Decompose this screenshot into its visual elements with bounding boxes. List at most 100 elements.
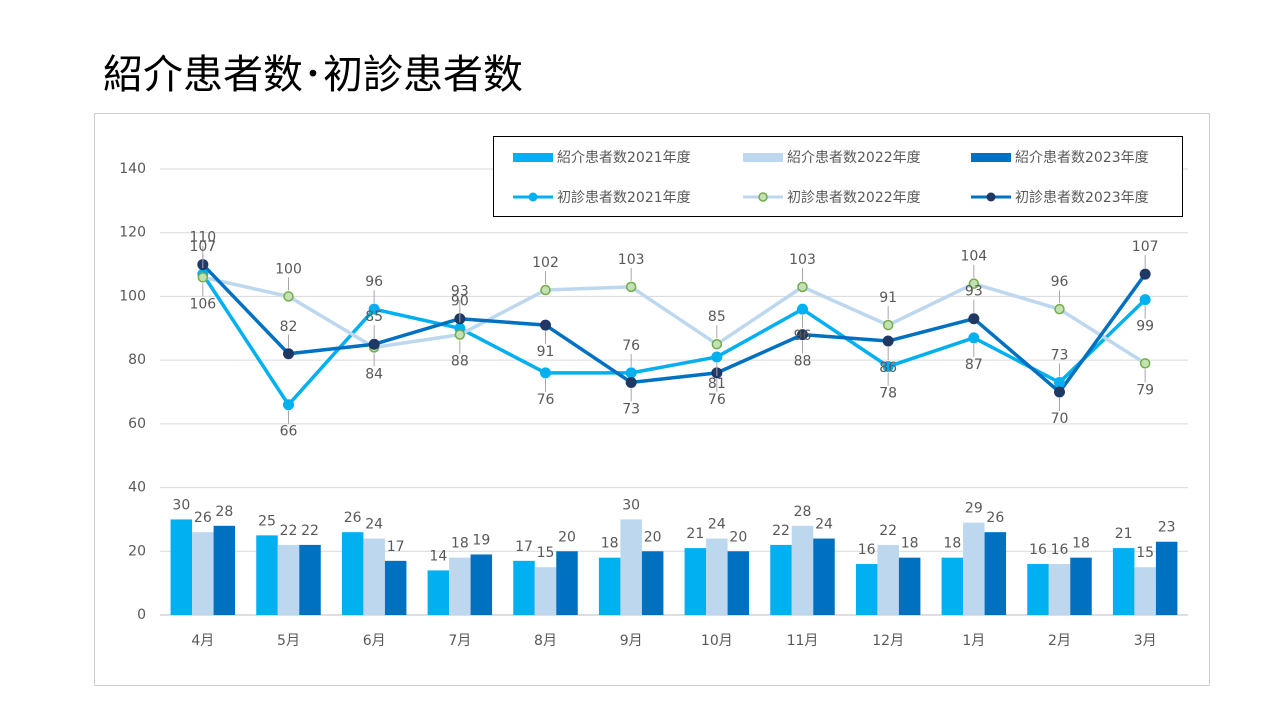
line-data-label-0-9: 87 <box>965 357 983 373</box>
legend-item-bar-2023: 紹介患者数2023年度 <box>971 147 1149 167</box>
line-point-0-6 <box>711 351 723 363</box>
bar-1-6 <box>706 538 728 615</box>
bar-data-label-2-3: 19 <box>472 532 490 548</box>
y-tick-label-140: 140 <box>119 161 146 177</box>
bar-0-10 <box>1027 564 1049 615</box>
line-data-label-0-0: 107 <box>189 239 216 255</box>
line-data-label-2-1: 82 <box>280 319 298 335</box>
bar-data-label-1-10: 16 <box>1051 542 1069 558</box>
x-tick-label-1: 5月 <box>277 633 300 649</box>
bar-2-5 <box>641 551 664 615</box>
x-tick-label-7: 11月 <box>787 633 819 649</box>
bar-2-0 <box>213 525 236 615</box>
x-tick-label-4: 8月 <box>534 633 557 649</box>
x-tick-label-9: 1月 <box>962 633 985 649</box>
bar-1-0 <box>192 532 214 615</box>
line-data-label-2-10: 70 <box>1051 411 1069 427</box>
bar-data-label-2-4: 20 <box>558 529 576 545</box>
legend-item-bar-2021: 紹介患者数2021年度 <box>513 147 691 167</box>
bar-data-label-2-7: 24 <box>815 517 833 533</box>
bar-data-label-2-8: 18 <box>901 536 919 552</box>
line-point-2-2 <box>368 338 380 350</box>
bar-data-label-0-4: 17 <box>515 539 533 555</box>
line-point-1-9 <box>968 278 980 289</box>
line-point-2-1 <box>283 348 294 360</box>
line-data-label-2-7: 88 <box>794 354 812 370</box>
bar-data-label-0-7: 22 <box>772 523 790 539</box>
bar-1-8 <box>877 544 899 615</box>
bar-1-3 <box>449 557 471 615</box>
bar-data-label-0-2: 26 <box>344 510 362 526</box>
line-data-label-0-11: 99 <box>1136 319 1154 335</box>
slide-title: 紹介患者数･初診患者数 <box>103 52 523 98</box>
line-data-label-1-2: 84 <box>365 366 383 382</box>
line-data-label-1-4: 102 <box>532 255 559 271</box>
line-point-2-8 <box>882 335 894 347</box>
line-point-1-5 <box>625 281 637 293</box>
line-data-label-1-6: 85 <box>708 309 726 325</box>
x-tick-label-10: 2月 <box>1048 633 1071 649</box>
bar-1-9 <box>963 522 985 615</box>
x-tick-label-8: 12月 <box>872 633 904 649</box>
legend-item-line-2022: 初診患者数2022年度 <box>743 187 921 207</box>
line-data-label-0-5: 76 <box>622 338 640 354</box>
line-data-label-1-5: 103 <box>618 252 645 268</box>
y-tick-label-120: 120 <box>119 225 146 241</box>
bar-0-2 <box>341 532 364 615</box>
legend-swatch-bar-2021 <box>513 152 553 162</box>
line-point-1-3 <box>454 329 466 340</box>
line-point-2-9 <box>968 313 980 325</box>
line-data-label-2-11: 107 <box>1132 239 1159 255</box>
line-point-0-5 <box>625 367 637 379</box>
bar-0-4 <box>513 560 535 615</box>
x-tick-label-5: 9月 <box>620 633 643 649</box>
line-point-0-7 <box>797 303 808 315</box>
y-tick-label-100: 100 <box>119 288 146 304</box>
line-point-1-0 <box>197 272 209 283</box>
bar-data-label-1-11: 15 <box>1136 545 1154 561</box>
bar-data-label-0-6: 21 <box>686 526 704 542</box>
line-data-label-0-10: 73 <box>1051 347 1069 363</box>
line-data-label-2-6: 76 <box>708 392 726 408</box>
line-data-label-2-8: 86 <box>879 360 897 376</box>
bar-data-label-1-5: 30 <box>622 497 640 513</box>
line-point-1-11 <box>1139 358 1151 369</box>
bar-data-label-2-9: 26 <box>986 510 1004 526</box>
bar-2-4 <box>556 551 578 615</box>
legend-label-line-2021: 初診患者数2021年度 <box>557 190 691 206</box>
legend-swatch-line-2022 <box>743 192 783 202</box>
bar-data-label-1-6: 24 <box>708 517 726 533</box>
bar-2-3 <box>470 554 493 615</box>
line-data-label-2-4: 91 <box>537 344 555 360</box>
bar-data-label-0-10: 16 <box>1029 542 1047 558</box>
legend-item-line-2021: 初診患者数2021年度 <box>513 187 691 207</box>
y-tick-label-40: 40 <box>128 480 146 496</box>
line-point-1-7 <box>797 281 808 293</box>
bar-0-3 <box>427 570 450 615</box>
bar-data-label-2-11: 23 <box>1158 520 1176 536</box>
legend-label-bar-2022: 紹介患者数2022年度 <box>787 150 921 166</box>
bar-data-label-1-9: 29 <box>965 501 983 517</box>
line-data-label-0-1: 66 <box>280 424 298 440</box>
bar-data-label-0-9: 18 <box>943 536 961 552</box>
line-data-label-2-2: 85 <box>365 309 383 325</box>
line-point-0-8 <box>882 361 894 373</box>
y-tick-label-80: 80 <box>128 352 146 368</box>
line-point-1-8 <box>882 319 894 331</box>
legend-swatch-bar-2023 <box>971 152 1011 162</box>
line-data-label-1-11: 79 <box>1136 382 1154 398</box>
bar-1-11 <box>1134 567 1156 615</box>
line-data-label-1-3: 88 <box>451 354 469 370</box>
legend-swatch-line-2021 <box>513 192 553 202</box>
legend-label-line-2022: 初診患者数2022年度 <box>787 190 921 206</box>
line-point-0-4 <box>540 367 551 379</box>
line-data-label-0-8: 78 <box>879 386 897 402</box>
bar-data-label-2-1: 22 <box>301 523 319 539</box>
bar-0-6 <box>684 548 707 615</box>
x-tick-label-6: 10月 <box>701 633 733 649</box>
bar-data-label-2-6: 20 <box>729 529 747 545</box>
line-point-1-4 <box>540 284 551 296</box>
line-data-label-0-7: 96 <box>794 328 812 344</box>
line-point-2-5 <box>625 376 637 388</box>
legend-label-bar-2021: 紹介患者数2021年度 <box>557 150 691 166</box>
